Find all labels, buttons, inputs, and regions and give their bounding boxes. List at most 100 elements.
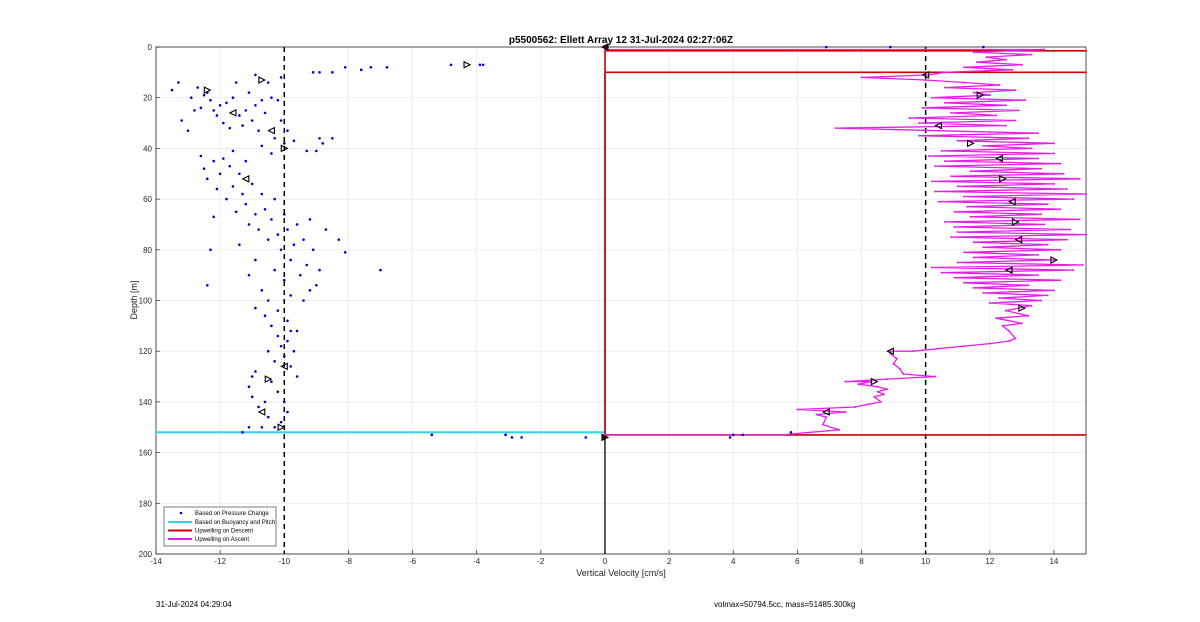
chart-title: p5500562: Ellett Array 12 31-Jul-2024 02…	[509, 35, 733, 46]
pressure-change-point	[889, 45, 892, 49]
ascent-point	[927, 155, 930, 158]
pressure-change-point	[731, 433, 735, 437]
pressure-change-point	[295, 223, 299, 226]
ascent-point	[1068, 228, 1071, 231]
pressure-change-point	[385, 65, 389, 69]
ascent-point	[815, 413, 818, 416]
ascent-point	[975, 61, 978, 64]
x-tick-label: -2	[537, 557, 545, 566]
x-tick-label: -6	[409, 557, 417, 566]
ascent-point	[1004, 58, 1007, 61]
x-tick-label: -12	[214, 557, 226, 566]
y-tick-label: 200	[139, 550, 153, 559]
ascent-point	[899, 367, 901, 370]
pressure-change-point	[282, 142, 286, 145]
pressure-change-point	[250, 395, 254, 399]
pressure-change-point	[279, 119, 283, 122]
pressure-change-point	[741, 433, 745, 437]
ascent-point	[950, 111, 953, 114]
buoyancy-line	[154, 72, 607, 435]
pressure-change-point	[263, 207, 267, 211]
x-tick-label: -4	[473, 557, 481, 566]
ascent-point	[1078, 177, 1081, 180]
ascent-point	[1040, 299, 1043, 302]
pressure-change-point	[315, 283, 318, 287]
triangle-marker	[203, 86, 212, 94]
pressure-change-point	[254, 258, 257, 262]
ascent-point	[969, 170, 972, 173]
ascent-point	[998, 84, 1001, 87]
ascent-point	[1017, 109, 1020, 112]
ascent-point	[1004, 104, 1007, 107]
ascent-point	[985, 56, 988, 59]
ascent-point	[873, 395, 876, 398]
pressure-change-point	[270, 380, 273, 383]
pressure-change-point	[260, 98, 264, 102]
ascent-point	[956, 185, 959, 188]
triangle-marker	[258, 76, 267, 84]
ascent-point	[982, 291, 985, 294]
pressure-change-point	[244, 159, 248, 163]
triangle-marker	[600, 43, 609, 51]
pressure-change-point	[202, 167, 206, 170]
ascent-point	[943, 71, 946, 74]
pressure-change-point	[247, 223, 251, 226]
ascent-point	[838, 428, 841, 431]
ascent-point	[1078, 218, 1081, 221]
pressure-change-point	[270, 324, 273, 328]
pressure-change-point	[209, 98, 212, 102]
ascent-point	[1085, 233, 1087, 236]
ascent-point	[950, 236, 953, 239]
pressure-change-point	[266, 415, 270, 419]
ascent-point	[1027, 284, 1030, 287]
ascent-point	[943, 101, 946, 104]
triangle-marker	[822, 408, 830, 416]
ascent-point	[953, 225, 956, 228]
y-tick-label: 0	[148, 43, 153, 52]
legend: Based on Pressure Change Based on Buoyan…	[163, 506, 277, 547]
ascent-point	[1030, 304, 1033, 307]
pressure-change-point	[305, 149, 309, 153]
ascent-point	[866, 403, 869, 406]
pressure-change-point	[289, 258, 292, 262]
ascent-point	[1030, 53, 1033, 56]
pressure-change-point	[215, 187, 219, 191]
legend-label-ascent: Upwelling on Ascent	[195, 537, 249, 543]
pressure-change-point	[273, 360, 276, 363]
pressure-change-point	[260, 425, 264, 429]
pressure-change-point	[260, 192, 264, 196]
ascent-point	[889, 350, 892, 353]
ascent-point	[956, 231, 959, 234]
ascent-point	[1052, 258, 1055, 261]
ascent-point	[1040, 213, 1043, 216]
pressure-change-point	[212, 159, 216, 163]
ascent-line	[605, 48, 1087, 436]
pressure-change-point	[478, 63, 482, 67]
pressure-change-point	[177, 81, 180, 84]
ascent-point	[886, 388, 889, 391]
ascent-point	[963, 81, 966, 84]
pressure-change-point	[305, 263, 309, 267]
pressure-change-point	[193, 109, 196, 112]
pressure-change-point	[270, 218, 273, 221]
ascent-point	[943, 86, 946, 89]
triangle-marker	[267, 126, 275, 135]
ascent-point	[988, 94, 991, 97]
x-tick-label: 12	[985, 557, 994, 566]
pressure-change-point	[186, 129, 190, 132]
pressure-change-point	[286, 129, 289, 132]
ascent-point	[1004, 309, 1007, 312]
ascent-point	[1046, 294, 1049, 297]
ascent-point	[908, 116, 911, 119]
ascent-point	[834, 127, 837, 130]
triangle-marker	[886, 347, 894, 356]
y-tick-label: 40	[143, 144, 152, 153]
y-tick-label: 180	[139, 499, 153, 508]
ascent-point	[1046, 243, 1049, 246]
pressure-change-point	[241, 431, 244, 434]
ascent-point	[924, 78, 927, 81]
pressure-change-point	[260, 289, 264, 292]
ascent-point	[780, 433, 783, 436]
ascent-point	[1036, 132, 1039, 135]
